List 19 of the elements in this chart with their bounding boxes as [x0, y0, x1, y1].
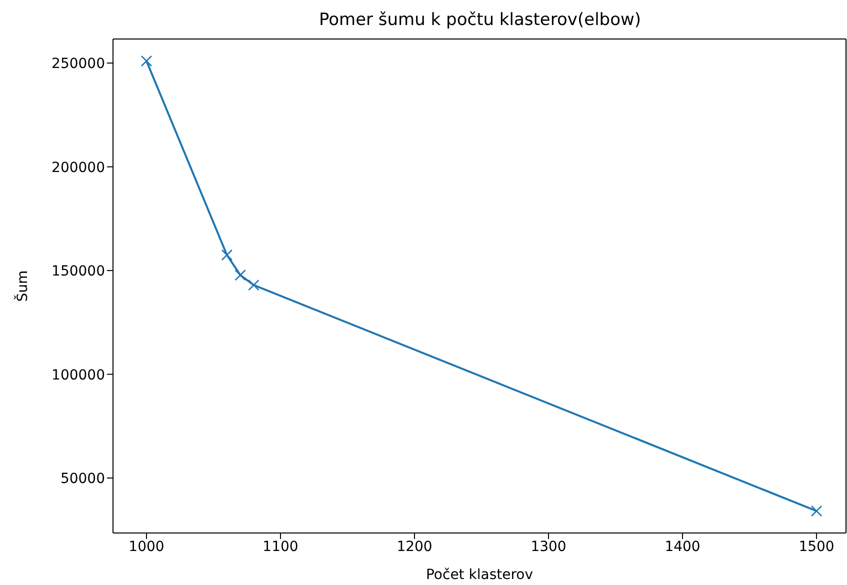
x-tick-label: 1500	[798, 538, 834, 555]
x-tick-label: 1300	[530, 538, 566, 555]
y-tick-label: 50000	[60, 470, 105, 487]
y-tick-label: 100000	[52, 367, 105, 384]
y-tick-label: 250000	[52, 56, 105, 72]
point	[234, 269, 246, 281]
x-tick-label: 1400	[664, 538, 700, 555]
point	[810, 505, 822, 517]
y-tick-label: 150000	[52, 264, 105, 280]
x-axis-title: Počet klasterov	[426, 567, 534, 583]
point	[221, 249, 233, 261]
x-tick-label: 1100	[262, 538, 298, 555]
y-axis-title: Šum	[14, 270, 31, 302]
point	[140, 55, 152, 67]
y-tick-label: 200000	[52, 160, 105, 176]
point	[248, 279, 260, 291]
x-tick-label: 1000	[128, 538, 164, 555]
x-tick-label: 1200	[396, 538, 432, 555]
chart-title: Pomer šumu k počtu klasterov(elbow)	[318, 10, 642, 30]
